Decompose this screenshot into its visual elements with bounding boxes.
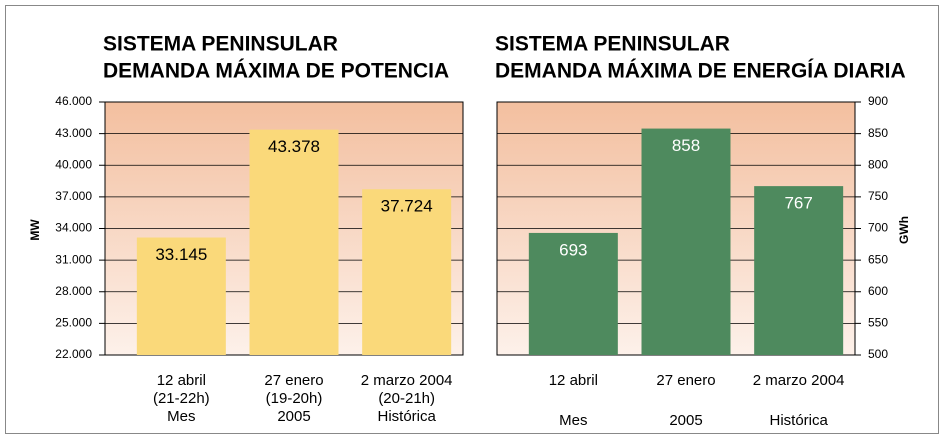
data-label: 767 [784,194,812,213]
data-label: 43.378 [268,137,320,156]
bar [754,186,844,355]
x-tick-label: (21-22h) [153,390,210,407]
y-tick-label: 900 [868,94,888,108]
bar [249,129,339,355]
y-tick-label: 28.000 [55,284,92,298]
y-tick-label: 25.000 [55,316,92,330]
y-axis-label: GWh [897,216,911,244]
y-tick-label: 800 [868,157,888,171]
bar [362,189,452,355]
y-tick-label: 500 [868,347,888,361]
x-tick-label: 2 marzo 2004 [753,372,845,389]
x-tick-label: 2 marzo 2004 [361,372,453,389]
x-tick-label: Histórica [769,412,828,429]
data-label: 37.724 [381,197,433,216]
y-tick-label: 850 [868,126,888,140]
x-tick-label: 27 enero [656,372,715,389]
chart-title: SISTEMA PENINSULAR [103,33,338,56]
y-tick-label: 22.000 [55,347,92,361]
data-label: 858 [672,136,700,155]
chart-title: SISTEMA PENINSULAR [495,33,730,56]
y-axis-label: MW [28,219,42,241]
bar [641,128,731,355]
y-tick-label: 37.000 [55,189,92,203]
x-tick-label: Mes [559,412,587,429]
y-tick-label: 46.000 [55,94,92,108]
data-label: 693 [559,240,587,259]
y-tick-label: 750 [868,189,888,203]
chart-title: DEMANDA MÁXIMA DE ENERGÍA DIARIA [495,60,906,83]
x-tick-label: 27 enero [264,372,323,389]
y-tick-label: 700 [868,221,888,235]
y-tick-label: 600 [868,284,888,298]
y-tick-label: 550 [868,316,888,330]
x-tick-label: (19-20h) [266,390,323,407]
y-tick-label: 43.000 [55,126,92,140]
y-tick-label: 34.000 [55,221,92,235]
x-tick-label: Histórica [377,408,436,425]
bar [136,237,226,355]
chart-title: DEMANDA MÁXIMA DE POTENCIA [103,60,449,83]
x-tick-label: 2005 [669,412,702,429]
y-tick-label: 650 [868,252,888,266]
bar [528,232,618,355]
data-label: 33.145 [155,245,207,264]
y-tick-label: 40.000 [55,157,92,171]
x-tick-label: Mes [167,408,195,425]
x-tick-label: 12 abril [549,372,598,389]
x-tick-label: (20-21h) [378,390,435,407]
y-tick-label: 31.000 [55,252,92,266]
x-tick-label: 12 abril [157,372,206,389]
x-tick-label: 2005 [277,408,310,425]
